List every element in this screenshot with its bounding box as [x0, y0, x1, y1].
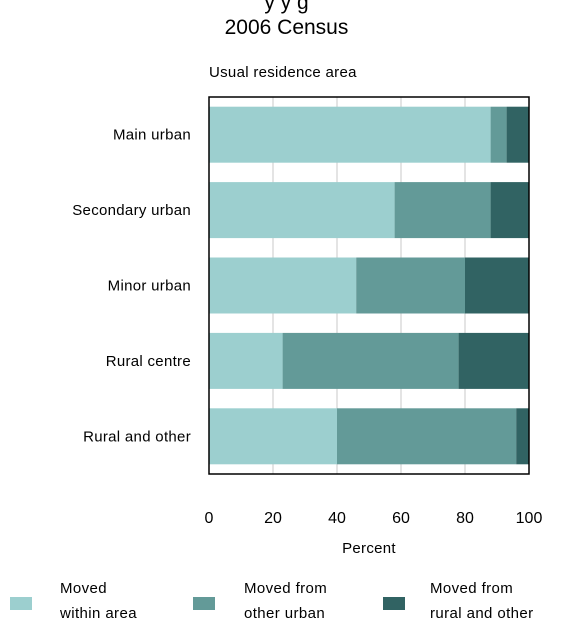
category-label: Minor urban	[108, 278, 191, 295]
bar-segment	[282, 332, 459, 389]
x-axis-label: Percent	[342, 540, 396, 557]
legend-label-line-2: rural and other	[430, 605, 534, 622]
category-label: Rural and other	[83, 428, 191, 445]
legend-label-line-1: Moved from	[244, 580, 328, 597]
bar-segment	[394, 182, 491, 239]
bar-segment	[458, 332, 529, 389]
legend-label-line-1: Moved from	[430, 580, 514, 597]
bar-segment	[506, 106, 529, 163]
legend-swatch	[10, 597, 32, 610]
legend-label-line-1: Moved	[60, 580, 108, 597]
legend-swatch	[383, 597, 405, 610]
legend-swatch	[193, 597, 215, 610]
x-tick-label: 100	[516, 510, 543, 527]
bar-segment	[209, 182, 395, 239]
x-tick-label: 0	[205, 510, 214, 527]
plot-frame	[208, 96, 530, 475]
legend-label-line-2: within area	[60, 605, 137, 622]
y-axis-label: Usual residence area	[209, 64, 357, 81]
legend-label-line-2: other urban	[244, 605, 326, 622]
x-tick-label: 20	[264, 510, 282, 527]
bar-segment	[209, 257, 357, 314]
category-label: Rural centre	[106, 353, 191, 370]
bar-segment	[516, 408, 529, 465]
chart-title-partial: y y g	[264, 0, 309, 14]
bar-segment	[209, 106, 491, 163]
bar-segment	[209, 332, 283, 389]
x-tick-label: 60	[392, 510, 410, 527]
bar-segment	[356, 257, 465, 314]
bar-segment	[337, 408, 517, 465]
bar-segment	[490, 106, 507, 163]
category-label: Main urban	[113, 127, 191, 144]
x-tick-label: 40	[328, 510, 346, 527]
chart-title: 2006 Census	[224, 16, 349, 39]
bar-segment	[490, 182, 529, 239]
bar-segment	[209, 408, 337, 465]
x-tick-labels: 0 20 40 60 80 100	[205, 510, 543, 527]
bar-segment	[465, 257, 529, 314]
x-tick-label: 80	[456, 510, 474, 527]
category-labels: Main urban Secondary urban Minor urban Rura…	[72, 127, 191, 446]
category-label: Secondary urban	[72, 202, 191, 219]
bars	[209, 106, 529, 465]
